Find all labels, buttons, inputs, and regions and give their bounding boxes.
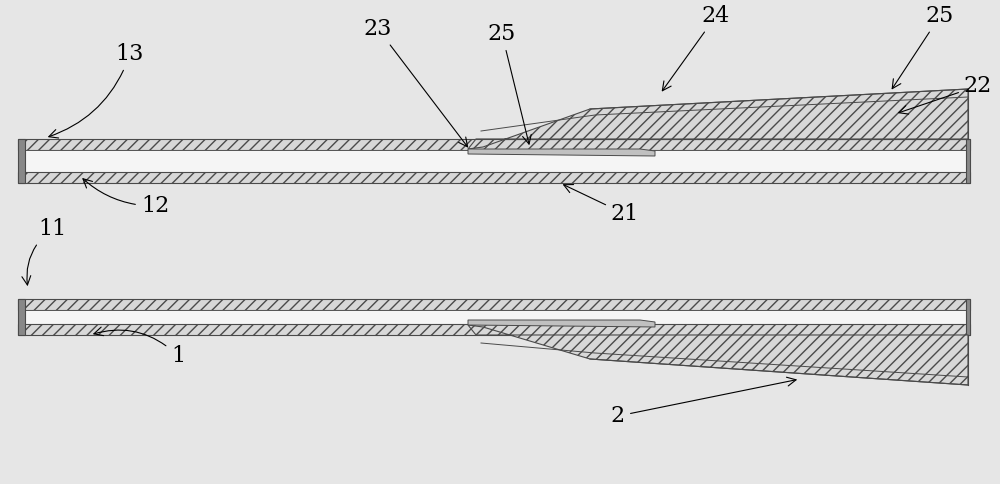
- Polygon shape: [18, 139, 25, 183]
- Text: 25: 25: [488, 23, 531, 144]
- Text: 11: 11: [22, 218, 66, 285]
- Text: 22: 22: [899, 75, 992, 114]
- Polygon shape: [18, 172, 970, 183]
- Polygon shape: [18, 310, 970, 324]
- Polygon shape: [18, 150, 970, 172]
- Polygon shape: [468, 149, 655, 156]
- Text: 21: 21: [564, 184, 639, 225]
- Polygon shape: [468, 320, 655, 327]
- Polygon shape: [18, 299, 970, 310]
- Polygon shape: [966, 299, 970, 335]
- Text: 25: 25: [892, 5, 954, 89]
- Text: 13: 13: [49, 43, 144, 138]
- Text: 12: 12: [83, 179, 169, 217]
- Polygon shape: [18, 324, 970, 335]
- Text: 23: 23: [364, 18, 468, 147]
- Polygon shape: [468, 325, 968, 385]
- Polygon shape: [966, 139, 970, 183]
- Text: 24: 24: [662, 5, 730, 91]
- Polygon shape: [18, 299, 25, 335]
- Text: 1: 1: [94, 327, 185, 367]
- Polygon shape: [18, 139, 970, 150]
- Text: 2: 2: [611, 377, 796, 427]
- Polygon shape: [468, 89, 968, 149]
